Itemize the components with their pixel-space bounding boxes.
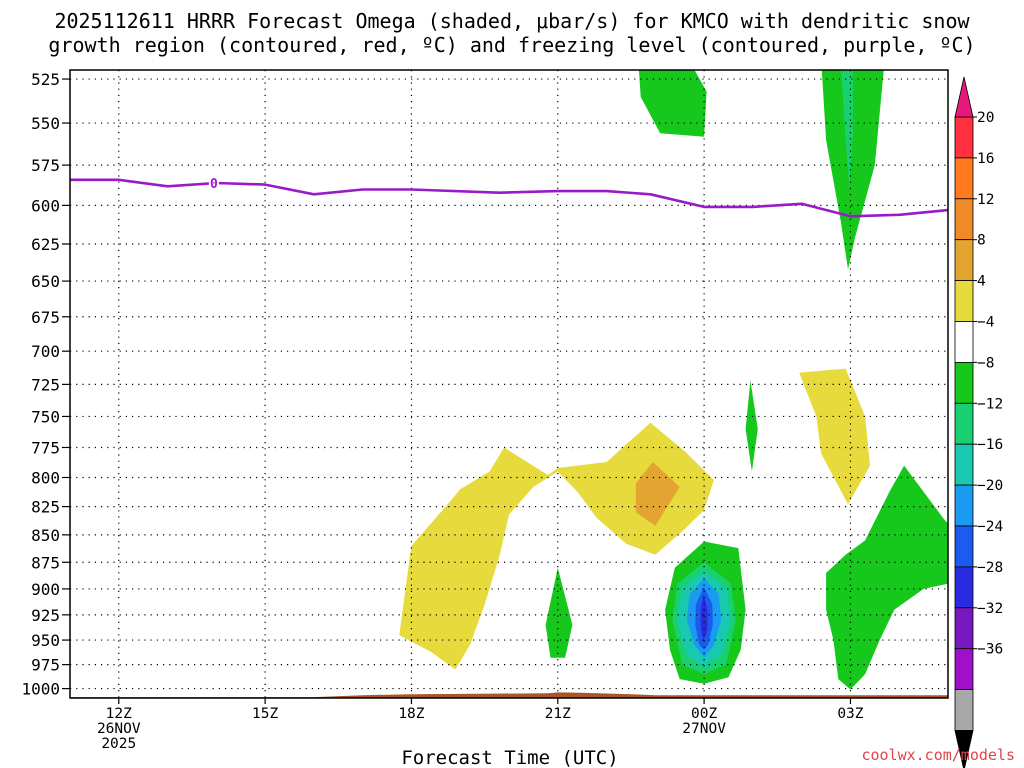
omega-region-sink-yellow-upper-right xyxy=(799,368,870,505)
colorbar-bottom-arrow xyxy=(954,730,974,768)
y-tick-label-750: 750 xyxy=(31,407,60,426)
freezing-level-label: 0 xyxy=(210,177,218,192)
site-credit: coolwx.com/models xyxy=(861,746,1015,764)
y-tick-label-725: 725 xyxy=(31,375,60,394)
colorbar-label-3: 8 xyxy=(977,233,986,249)
colorbar-label-8: −16 xyxy=(977,437,1003,453)
omega-region-rise-green-top-left xyxy=(638,70,707,137)
colorbar-top-arrow xyxy=(954,76,974,118)
freezing-level-line xyxy=(70,178,949,218)
y-tick-label-800: 800 xyxy=(31,469,60,488)
x-tick-label-00Z-1: 00Z xyxy=(691,706,717,722)
y-tick-label-625: 625 xyxy=(31,235,60,254)
colorbar-segment-4 xyxy=(954,280,974,322)
y-tick-label-900: 900 xyxy=(31,580,60,599)
colorbar-segment-1 xyxy=(954,157,974,200)
colorbar-segment-0 xyxy=(954,116,974,159)
colorbar-label-5: −4 xyxy=(977,315,995,331)
x-tick-label-21Z-1: 21Z xyxy=(545,706,571,722)
colorbar-label-7: −12 xyxy=(977,396,1003,412)
colorbar: 20 16 12 8 4 −4 −8 −12 −16 −20 −24 −28 −32 −36 xyxy=(954,76,1003,768)
y-tick-label-975: 975 xyxy=(31,656,60,675)
surface-terrain xyxy=(70,692,948,698)
colorbar-label-9: −20 xyxy=(977,478,1003,494)
freezing-label-backing xyxy=(208,176,219,191)
colorbar-label-11: −28 xyxy=(977,560,1003,576)
x-tick-label-12Z-1: 12Z xyxy=(106,706,132,722)
colorbar-segment-6 xyxy=(954,361,974,404)
y-tick-label-700: 700 xyxy=(31,342,60,361)
omega-region-sink-yellow-main xyxy=(399,422,714,670)
y-tick-label-650: 650 xyxy=(31,272,60,291)
colorbar-label-12: −32 xyxy=(977,601,1003,617)
freezing-level-group: 0 xyxy=(70,176,949,218)
colorbar-label-10: −24 xyxy=(977,519,1003,535)
omega-shaded-regions xyxy=(399,70,948,690)
colorbar-segment-12 xyxy=(954,607,974,650)
omega-region-rise-green-top-right xyxy=(821,70,884,270)
surface-band xyxy=(70,692,948,698)
colorbar-segment-5 xyxy=(954,321,974,363)
y-tick-label-675: 675 xyxy=(31,308,60,327)
colorbar-segment-3 xyxy=(954,239,974,281)
x-tick-label-00Z-2: 27NOV xyxy=(682,721,726,737)
colorbar-segment-7 xyxy=(954,402,974,445)
y-tick-label-950: 950 xyxy=(31,631,60,650)
chart-title-line2: growth region (contoured, red, ºC) and f… xyxy=(48,33,975,57)
colorbar-segment-14 xyxy=(954,689,974,731)
omega-region-rise-teal-top-right xyxy=(841,70,853,190)
colorbar-label-6: −8 xyxy=(977,355,994,371)
y-tick-label-550: 550 xyxy=(31,114,60,133)
y-tick-label-775: 775 xyxy=(31,438,60,457)
colorbar-label-0: 20 xyxy=(977,110,994,126)
colorbar-label-4: 4 xyxy=(977,274,986,290)
plot-grid xyxy=(70,70,948,698)
omega-region-rise-green-right xyxy=(826,465,948,690)
y-tick-label-825: 825 xyxy=(31,498,60,517)
colorbar-segment-8 xyxy=(954,443,974,486)
colorbar-segment-11 xyxy=(954,566,974,609)
colorbar-segment-9 xyxy=(954,484,974,527)
y-tick-label-575: 575 xyxy=(31,156,60,175)
omega-region-rise-indigo-core xyxy=(700,594,708,641)
y-axis: 525 550 575 600 625 650 675 700 725 750 775 800 825 8… xyxy=(21,70,70,699)
colorbar-segment-13 xyxy=(954,648,974,691)
y-tick-label-525: 525 xyxy=(31,70,60,89)
x-tick-label-15Z-1: 15Z xyxy=(252,706,278,722)
x-tick-label-03Z-1: 03Z xyxy=(837,706,863,722)
colorbar-label-1: 16 xyxy=(977,151,994,167)
colorbar-label-2: 12 xyxy=(977,192,994,208)
colorbar-segment-10 xyxy=(954,525,974,568)
x-tick-label-18Z-1: 18Z xyxy=(398,706,424,722)
y-tick-label-875: 875 xyxy=(31,553,60,572)
omega-region-rise-green-small-center xyxy=(545,567,573,658)
y-tick-label-600: 600 xyxy=(31,196,60,215)
colorbar-label-13: −36 xyxy=(977,642,1003,658)
chart-title-line1: 2025112611 HRRR Forecast Omega (shaded, … xyxy=(54,9,970,33)
x-tick-label-12Z-2: 26NOV xyxy=(97,721,141,737)
y-tick-label-925: 925 xyxy=(31,606,60,625)
colorbar-segment-2 xyxy=(954,198,974,241)
x-tick-label-12Z-3: 2025 xyxy=(101,736,136,752)
y-tick-label-1000: 1000 xyxy=(21,680,60,699)
y-tick-label-850: 850 xyxy=(31,526,60,545)
omega-region-rise-green-thin-vert xyxy=(745,380,758,472)
x-axis-label: Forecast Time (UTC) xyxy=(401,747,618,768)
